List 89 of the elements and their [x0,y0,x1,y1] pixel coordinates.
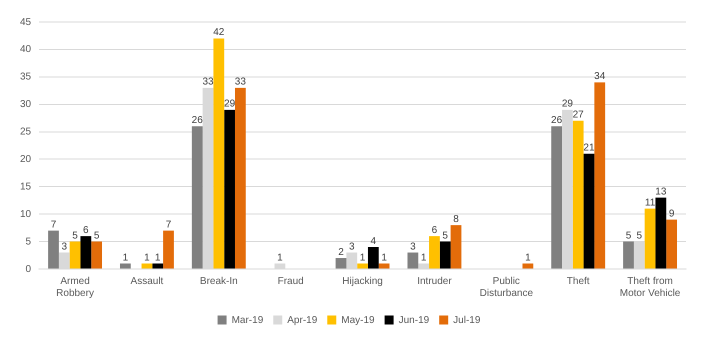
bar [644,208,656,268]
data-label: 27 [572,110,584,121]
y-tick-label: 20 [20,154,32,165]
data-label: 29 [562,98,574,110]
data-label: 26 [551,115,563,126]
data-label: 7 [166,219,172,230]
data-label: 1 [122,252,129,264]
bar [224,110,235,268]
data-label: 26 [192,115,204,126]
data-label: 29 [224,98,236,110]
data-label: 3 [349,241,355,252]
legend-label: Jun-19 [398,314,430,326]
bar [213,38,224,268]
y-tick-label: 0 [26,264,32,275]
x-tick-label: Hijacking [342,276,383,287]
legend-label: Jul-19 [453,314,481,326]
legend-label: May-19 [341,314,376,326]
data-label: 1 [381,252,388,264]
bar [163,230,174,268]
data-label: 33 [202,76,214,88]
bar [655,198,666,268]
bar [450,225,462,268]
data-label: 5 [636,230,642,242]
data-label: 1 [360,252,366,264]
data-label: 1 [154,252,161,264]
bar [407,252,418,268]
x-tick-label: Public Disturbance [480,276,534,299]
bar [91,242,102,268]
y-tick-label: 15 [20,181,32,192]
bar [368,247,379,268]
data-label: 7 [50,219,57,230]
data-label: 3 [410,241,416,252]
x-tick-label: Intruder [417,276,452,287]
data-label: 1 [420,252,427,264]
bar [142,264,152,268]
bar [336,258,346,268]
bar [623,242,634,268]
data-label: 11 [644,197,656,208]
legend-label: Mar-19 [232,314,264,326]
x-tick-label: Armed Robbery [56,276,94,299]
y-tick-label: 30 [20,99,32,110]
x-tick-label: Fraud [278,276,304,287]
bar [48,230,59,268]
data-label: 34 [594,71,606,82]
data-label: 1 [144,252,150,264]
bar [80,236,92,268]
data-label: 2 [338,246,344,258]
data-label: 4 [370,236,377,247]
legend-label: Apr-19 [287,314,318,326]
data-label: 8 [453,214,460,225]
bar [152,264,164,268]
y-tick-label: 25 [20,126,32,138]
bar [440,242,451,268]
x-tick-label: Theft from Motor Vehicle [620,276,681,299]
bar [666,220,678,268]
data-label: 6 [432,224,438,236]
bar [584,154,594,268]
x-tick-label: Break-In [200,276,238,287]
data-label: 9 [668,208,675,220]
data-label: 1 [525,252,532,264]
bar [120,264,131,268]
bar [429,236,440,268]
y-tick-label: 35 [20,72,32,83]
data-label: 5 [442,230,448,242]
bar [378,264,390,268]
data-label: 13 [655,186,667,198]
bar [70,242,80,268]
data-label: 5 [94,230,100,242]
data-label: 6 [83,224,90,236]
y-tick-label: 5 [26,236,32,248]
x-tick-label: Theft [566,276,590,287]
bar [551,126,562,268]
bar [357,264,368,268]
data-label: 3 [62,241,68,252]
bar [234,88,246,268]
bar [594,82,606,268]
y-tick-label: 40 [20,44,32,56]
bar [522,264,534,268]
data-label: 1 [277,252,284,264]
y-tick-label: 45 [20,16,32,28]
bar [192,126,203,268]
y-tick-label: 10 [20,208,32,220]
data-label: 33 [234,76,246,88]
data-label: 5 [626,230,632,242]
data-label: 5 [72,230,78,242]
bar [572,120,584,268]
data-label: 21 [583,142,595,154]
x-tick-label: Assault [130,276,164,287]
data-label: 42 [213,27,225,38]
